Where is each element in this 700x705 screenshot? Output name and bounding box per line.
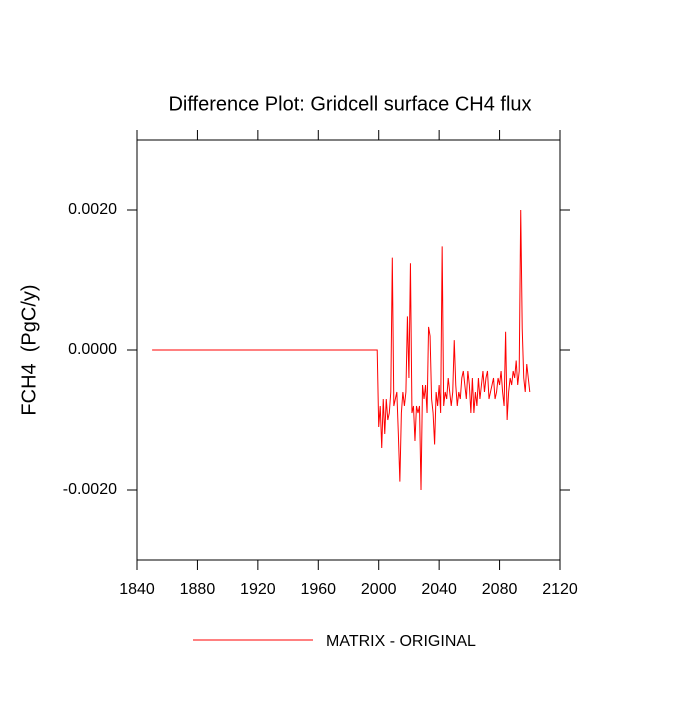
x-tick-label: 2040 — [421, 581, 457, 598]
y-axis-label: FCH4 (PgC/y) — [18, 284, 40, 415]
x-tick-label: 1880 — [180, 581, 216, 598]
legend-label: MATRIX - ORIGINAL — [326, 633, 476, 650]
x-tick-label: 1960 — [300, 581, 336, 598]
y-tick-label: -0.0020 — [63, 481, 117, 498]
y-tick-label: 0.0020 — [68, 201, 117, 218]
x-tick-label: 2080 — [482, 581, 518, 598]
x-tick-label: 1920 — [240, 581, 276, 598]
y-tick-label: 0.0000 — [68, 341, 117, 358]
x-tick-label: 1840 — [119, 581, 155, 598]
data-line — [152, 209, 531, 491]
x-tick-label: 2000 — [361, 581, 397, 598]
chart-title: Difference Plot: Gridcell surface CH4 fl… — [168, 93, 531, 115]
x-tick-label: 2120 — [542, 581, 578, 598]
